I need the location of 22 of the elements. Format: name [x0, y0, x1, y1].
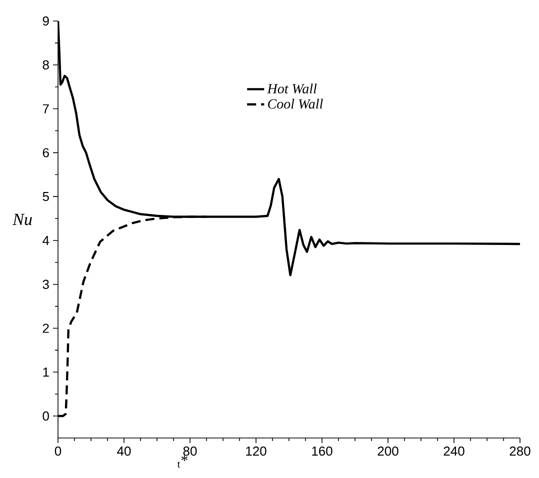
y-tick-label: 1: [43, 368, 49, 377]
x-axis-title: $_{t}$*: [177, 456, 188, 468]
x-tick-label: 40: [117, 446, 131, 456]
x-tick-label: 240: [444, 446, 464, 456]
legend-label: Hot Wall: [267, 84, 317, 94]
y-tick-label: 4: [42, 236, 50, 245]
y-tick-label: 9: [42, 16, 49, 26]
x-tick-label: 80: [183, 446, 197, 456]
y-tick-label: 6: [42, 148, 49, 158]
x-tick-label: 200: [378, 446, 398, 456]
y-tick-label: 2: [42, 324, 49, 333]
x-tick-label: 280: [510, 446, 530, 456]
x-tick-label: 0: [54, 446, 62, 456]
legend-label: Cool Wall: [268, 98, 323, 109]
y-tick-label: 0: [42, 411, 49, 421]
y-tick-label: 3: [42, 280, 49, 289]
y-tick-label: 5: [42, 192, 49, 202]
y-tick-label: 7: [42, 104, 49, 114]
x-tick-label: 160: [312, 446, 332, 456]
x-tick-label: 120: [246, 446, 266, 456]
y-axis-title: Nu: [12, 214, 32, 226]
y-tick-label: 8: [42, 60, 49, 70]
